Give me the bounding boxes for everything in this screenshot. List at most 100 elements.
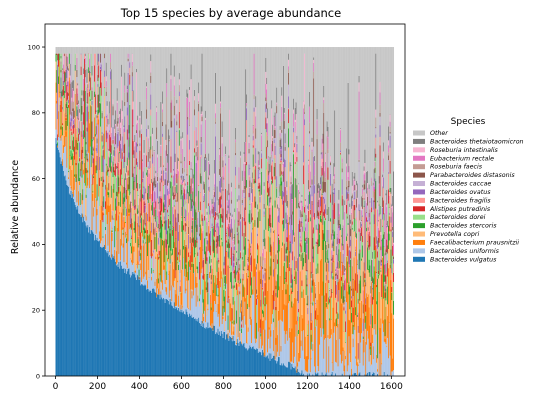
- bar-segment: [288, 361, 290, 376]
- bar-segment: [234, 208, 236, 212]
- bar-segment: [216, 222, 218, 228]
- bar-segment: [283, 266, 285, 310]
- bar-segment: [110, 156, 112, 163]
- bar-segment: [58, 152, 60, 376]
- bar-segment: [273, 229, 275, 301]
- bar-segment: [118, 162, 120, 171]
- bar-segment: [291, 301, 293, 308]
- bar-segment: [61, 96, 63, 136]
- bar-segment: [121, 152, 123, 160]
- bar-segment: [204, 263, 206, 282]
- bar-segment: [173, 96, 175, 106]
- bar-segment: [183, 175, 185, 182]
- sample-bar: [275, 47, 277, 376]
- bar-segment: [236, 344, 238, 346]
- bar-segment: [155, 209, 157, 222]
- bar-segment: [218, 262, 220, 264]
- bar-segment: [221, 227, 223, 242]
- sample-bar: [188, 47, 190, 376]
- bar-segment: [164, 229, 166, 239]
- bar-segment: [209, 265, 211, 274]
- bar-segment: [170, 79, 172, 91]
- bar-segment: [96, 170, 98, 185]
- bar-segment: [136, 264, 138, 266]
- bar-segment: [196, 145, 198, 157]
- bar-segment: [260, 47, 262, 257]
- bar-segment: [97, 241, 99, 376]
- bar-segment: [102, 148, 104, 151]
- bar-segment: [168, 140, 170, 142]
- bar-segment: [237, 280, 239, 282]
- bar-segment: [158, 227, 160, 232]
- bar-segment: [238, 267, 240, 287]
- bar-segment: [169, 180, 171, 189]
- bar-segment: [272, 258, 274, 263]
- bar-segment: [208, 177, 210, 180]
- bar-segment: [57, 134, 59, 141]
- bar-segment: [210, 262, 212, 266]
- bar-segment: [215, 47, 217, 214]
- bar-segment: [295, 178, 297, 184]
- bar-segment: [236, 235, 238, 252]
- bar-segment: [131, 47, 133, 54]
- bar-segment: [157, 294, 159, 376]
- bar-segment: [177, 201, 179, 214]
- bar-segment: [84, 58, 86, 138]
- bar-segment: [141, 124, 143, 129]
- bar-segment: [140, 213, 142, 218]
- bar-segment: [204, 251, 206, 264]
- bar-segment: [147, 270, 149, 290]
- bar-segment: [300, 252, 302, 255]
- bar-segment: [99, 177, 101, 187]
- bar-segment: [89, 77, 91, 91]
- bar-segment: [190, 178, 192, 194]
- bar-segment: [236, 219, 238, 228]
- bar-segment: [58, 76, 59, 84]
- bar-segment: [117, 128, 119, 130]
- bar-segment: [103, 179, 105, 183]
- bar-segment: [176, 99, 178, 104]
- bar-segment: [75, 194, 77, 208]
- bar-segment: [188, 226, 190, 235]
- bar-segment: [85, 194, 87, 198]
- bar-segment: [300, 340, 302, 347]
- bar-segment: [105, 91, 107, 97]
- bar-segment: [177, 310, 179, 376]
- bar-segment: [285, 248, 287, 254]
- sample-bar: [289, 47, 291, 376]
- bar-segment: [273, 127, 275, 130]
- bar-segment: [151, 280, 153, 293]
- bar-segment: [272, 276, 274, 291]
- bar-segment: [66, 84, 68, 102]
- bar-segment: [236, 257, 238, 261]
- bar-segment: [208, 47, 210, 154]
- sample-bar: [183, 47, 185, 376]
- bar-segment: [210, 258, 212, 263]
- bar-segment: [102, 222, 104, 237]
- bar-segment: [262, 47, 264, 251]
- bar-segment: [88, 111, 90, 153]
- bar-segment: [75, 207, 77, 376]
- bar-segment: [247, 277, 249, 328]
- bar-segment: [166, 279, 168, 288]
- bar-segment: [228, 239, 230, 259]
- bar-segment: [265, 93, 267, 98]
- bar-segment: [122, 215, 124, 221]
- bar-segment: [146, 136, 148, 156]
- bar-segment: [182, 179, 184, 184]
- bar-segment: [251, 348, 253, 376]
- bar-segment: [234, 246, 236, 251]
- bar-segment: [293, 356, 295, 369]
- bar-segment: [193, 317, 195, 376]
- bar-segment: [304, 336, 306, 371]
- sample-bar: [173, 47, 175, 376]
- bar-segment: [199, 183, 201, 192]
- sample-bar: [156, 47, 158, 376]
- bar-segment: [220, 239, 222, 272]
- bar-segment: [220, 271, 222, 279]
- bar-segment: [63, 80, 65, 86]
- bar-segment: [142, 230, 144, 241]
- bar-segment: [229, 267, 231, 299]
- bar-segment: [277, 351, 279, 362]
- bar-segment: [203, 189, 205, 197]
